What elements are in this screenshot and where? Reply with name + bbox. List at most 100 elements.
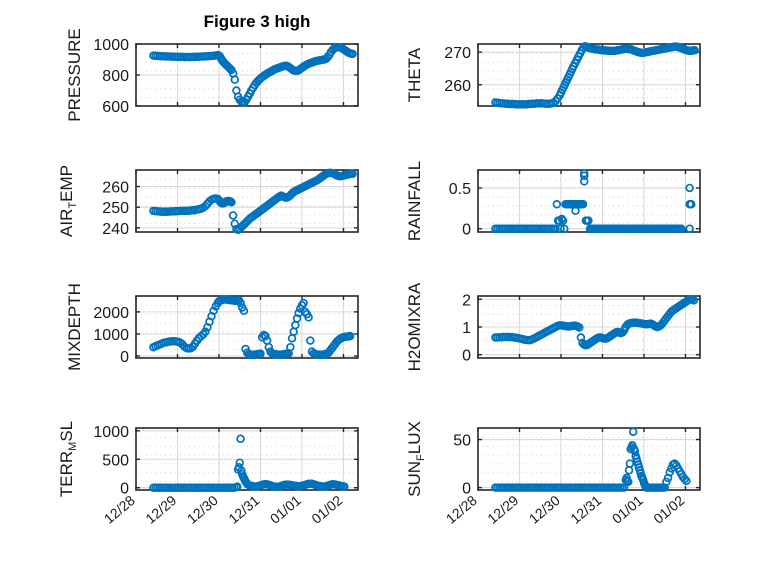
- y-axis-label-tail: EMP: [57, 165, 76, 202]
- x-tick-label: 12/31: [567, 492, 604, 527]
- data-point: [227, 197, 236, 207]
- plot-area-mixdepth: [135, 295, 359, 359]
- y-axis-label-tail: SL: [57, 421, 76, 442]
- data-point: [343, 0, 350, 3]
- y-tick-label: 1: [462, 320, 471, 337]
- svg-text:PRESSURE: PRESSURE: [65, 28, 84, 122]
- y-tick-label: 600: [102, 99, 129, 116]
- data-point: [687, 200, 696, 209]
- y-axis-label-main: H2OMIXRA: [405, 282, 424, 371]
- y-axis-label-subscript: M: [67, 442, 79, 451]
- y-axis-label-subscript: T: [67, 202, 79, 209]
- svg-text:AIRTEMP: AIRTEMP: [57, 165, 79, 237]
- y-tick-labels-sun_flux: 0 50: [453, 433, 471, 498]
- y-tick-label: 240: [102, 221, 129, 238]
- y-tick-label: 0.5: [449, 181, 471, 198]
- x-tick-label: 01/01: [609, 492, 646, 527]
- data-series-theta: [491, 42, 699, 109]
- x-tick-labels-sun_flux: 12/28 12/29 12/30 12/31 01/01 01/02: [443, 492, 688, 527]
- data-point: [348, 49, 357, 59]
- x-tick-label: 01/02: [650, 492, 687, 527]
- y-axis-label-terr_msl: TERRMSL: [57, 421, 79, 497]
- y-tick-label: 0: [462, 222, 471, 239]
- y-tick-label: 1000: [93, 37, 129, 54]
- data-point: [348, 0, 355, 3]
- data-point: [689, 296, 699, 305]
- y-tick-label: 0: [462, 481, 471, 498]
- x-tick-label: 12/29: [484, 492, 521, 527]
- data-series-rainfall: [491, 169, 696, 233]
- data-point: [690, 45, 699, 55]
- subplot-mixdepth: 0 1000 2000 MIXDEPTH: [65, 283, 359, 371]
- data-point: [579, 171, 589, 180]
- figure-title: Figure 3 high: [204, 12, 311, 31]
- x-tick-label: 12/29: [142, 492, 179, 527]
- data-point: [558, 216, 568, 225]
- data-point: [292, 314, 302, 323]
- data-series-sun_flux: [491, 427, 691, 492]
- data-point: [304, 313, 313, 322]
- data-point: [228, 211, 238, 220]
- y-axis-label-main: PRESSURE: [65, 28, 84, 122]
- data-point: [306, 336, 315, 345]
- plot-area-theta: [477, 43, 701, 107]
- x-tick-label: 12/31: [225, 492, 262, 527]
- data-point: [682, 476, 691, 486]
- y-tick-labels-terr_msl: 0 500 1000: [93, 424, 129, 498]
- data-point: [236, 298, 245, 308]
- y-tick-label: 500: [102, 452, 129, 469]
- y-axis-label-main: AIR: [57, 209, 76, 237]
- svg-text:RAINFALL: RAINFALL: [405, 161, 424, 241]
- y-tick-labels-pressure: 600 800 1000: [93, 37, 129, 116]
- y-tick-labels-theta: 260 270: [444, 45, 471, 95]
- y-tick-label: 0: [462, 348, 471, 365]
- data-point: [239, 306, 249, 316]
- svg-text:THETA: THETA: [405, 47, 424, 102]
- tickmarks-air_temp: [135, 170, 358, 232]
- data-point: [680, 474, 689, 484]
- data-point: [685, 224, 694, 233]
- data-point: [286, 342, 295, 352]
- data-series-mixdepth: [149, 295, 355, 360]
- data-point: [584, 216, 593, 225]
- data-point: [551, 224, 560, 233]
- data-point: [630, 446, 640, 456]
- data-point: [236, 434, 245, 444]
- data-series-air_temp: [149, 168, 357, 235]
- data-point: [578, 200, 588, 209]
- major-grid-h2omixra: [478, 296, 700, 358]
- y-tick-labels-air_temp: 240 250 260: [102, 180, 129, 238]
- data-point: [579, 177, 589, 186]
- data-point: [196, 331, 206, 341]
- y-axis-label-pressure: PRESSURE: [65, 28, 84, 122]
- subplot-air_temp: 240 250 260 AIRTEMP: [57, 165, 359, 238]
- y-tick-label: 2: [462, 292, 471, 309]
- data-point: [201, 327, 210, 336]
- y-axis-label-subscript: F: [415, 454, 427, 461]
- data-point: [677, 224, 686, 233]
- svg-text:H2OMIXRA: H2OMIXRA: [405, 282, 424, 371]
- y-tick-labels-rainfall: 00.5: [449, 181, 471, 239]
- y-tick-label: 1000: [93, 327, 129, 344]
- data-point: [233, 482, 242, 491]
- data-point: [230, 75, 240, 84]
- data-point: [256, 349, 265, 359]
- data-series-pressure: [149, 42, 357, 107]
- data-point: [209, 306, 218, 316]
- y-axis-label-sun_flux: SUNFLUX: [405, 421, 427, 497]
- data-point: [552, 200, 562, 209]
- data-point: [560, 224, 569, 233]
- y-tick-label: 260: [102, 180, 129, 197]
- data-point: [628, 427, 638, 437]
- svg-text:TERRMSL: TERRMSL: [57, 421, 79, 497]
- data-point: [235, 458, 244, 467]
- y-axis-label-rainfall: RAINFALL: [405, 161, 424, 241]
- x-tick-label: 01/01: [267, 492, 304, 527]
- svg-text:SUNFLUX: SUNFLUX: [405, 421, 427, 497]
- data-point: [348, 169, 357, 178]
- y-axis-label-main: TERR: [57, 451, 76, 497]
- data-point: [345, 331, 355, 341]
- x-tick-labels-terr_msl: 12/28 12/29 12/30 12/31 01/01 01/02: [101, 492, 346, 527]
